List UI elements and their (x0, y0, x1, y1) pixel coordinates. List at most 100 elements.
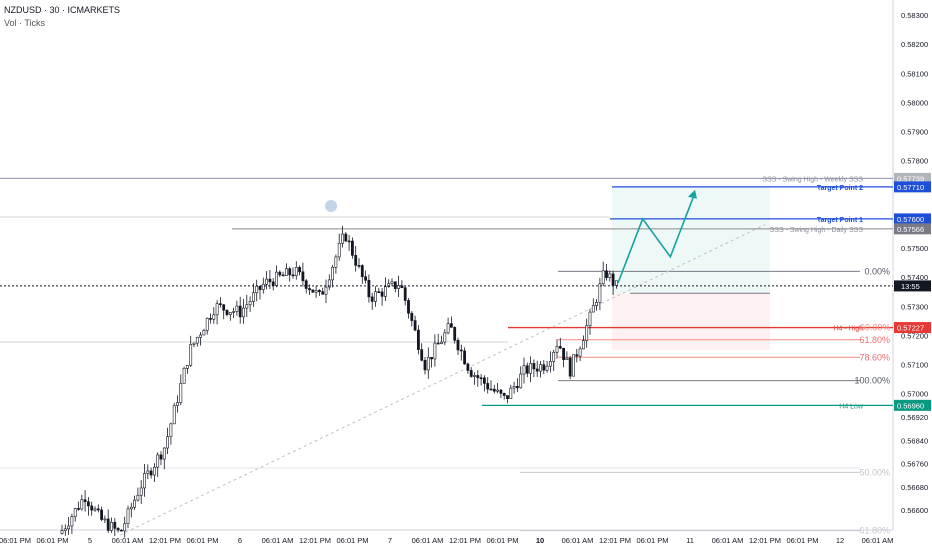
candle-body (331, 266, 335, 281)
candle-body (337, 242, 341, 258)
current-price-label: 13:55 (901, 282, 920, 291)
x-tick-label: 06:01 PM (186, 536, 218, 545)
candle-body (532, 363, 536, 370)
y-tick-label: 0.56840 (901, 436, 928, 445)
candle-body (397, 285, 401, 289)
candle-body (275, 271, 278, 286)
candle-body (265, 278, 269, 285)
candle-body (80, 499, 84, 510)
candle-body (327, 279, 331, 288)
fib-label: 61.80% (859, 526, 890, 536)
candle-body (268, 278, 272, 283)
candle-body (383, 286, 387, 297)
candle-body (284, 268, 288, 276)
candle-body (146, 470, 150, 474)
candle-body (605, 270, 608, 278)
candle-body (169, 423, 173, 437)
candle-body (225, 309, 229, 315)
candle-body (219, 303, 222, 306)
candle-body (87, 501, 90, 507)
candle-body (261, 283, 265, 290)
candle-body (291, 274, 295, 277)
candle-body (456, 339, 460, 351)
level-label: Target Point 1 (817, 217, 863, 224)
fib-label: 0.00% (864, 266, 890, 276)
candle-body (416, 329, 420, 350)
candle-body (370, 296, 374, 302)
candle-body (192, 342, 196, 345)
candle-body (129, 506, 133, 510)
candle-body (578, 348, 582, 357)
fib-label: 78.60% (859, 352, 890, 362)
candle-body (387, 283, 391, 288)
x-tick-label: 06:01 AM (412, 536, 444, 545)
candle-body (166, 436, 170, 449)
level-price-label: 0.57566 (897, 225, 924, 234)
candle-body (525, 365, 529, 374)
fib-label: 100.00% (854, 376, 890, 386)
candle-body (555, 346, 559, 353)
level-price-tag (894, 399, 931, 411)
level-price-tag (894, 181, 931, 193)
x-tick-label: 12:01 PM (749, 536, 781, 545)
candle-body (390, 281, 394, 285)
candle-body (199, 334, 203, 338)
candle-body (581, 340, 585, 350)
y-tick-label: 0.57300 (901, 302, 928, 311)
candle-body (515, 386, 519, 389)
candle-body (116, 528, 120, 531)
candle-body (103, 518, 107, 521)
candle-body (614, 280, 618, 286)
candle-body (202, 330, 206, 336)
candle-body (70, 516, 74, 527)
candle-body (598, 283, 602, 303)
candle-body (172, 405, 176, 425)
candle-body (492, 388, 496, 392)
candle-body (136, 494, 140, 501)
candle-body (281, 274, 285, 277)
candle-body (301, 271, 305, 282)
candle-body (235, 305, 239, 312)
x-tick-label: 06:01 AM (262, 536, 294, 545)
y-tick-label: 0.57500 (901, 244, 928, 253)
y-tick-label: 0.57100 (901, 361, 928, 370)
candle-body (288, 268, 292, 276)
candle-body (608, 273, 612, 278)
level-price-label: 0.56960 (897, 401, 924, 410)
candle-body (413, 320, 417, 331)
candle-body (153, 466, 156, 476)
x-tick-label: 06:01 AM (562, 536, 594, 545)
level-label: H4 Low (839, 403, 864, 410)
candle-body (176, 402, 179, 406)
candle-body (377, 291, 381, 294)
candle-body (486, 383, 490, 390)
x-tick-label: 12:01 PM (299, 536, 331, 545)
candle-body (113, 521, 117, 529)
candle-body (255, 285, 259, 294)
candle-body (463, 350, 467, 365)
candle-body (535, 368, 539, 372)
candle-body (195, 337, 199, 344)
candle-body (545, 365, 549, 371)
candle-body (63, 528, 67, 531)
y-tick-label: 0.56600 (901, 506, 928, 515)
candle-body (354, 255, 358, 266)
candle-body (568, 357, 572, 377)
candle-body (298, 267, 302, 273)
candle-body (304, 280, 308, 289)
candle-body (341, 233, 344, 244)
x-tick-label: 06:01 PM (336, 536, 368, 545)
projection-arrowhead (688, 189, 697, 199)
x-tick-label: 11 (686, 536, 694, 545)
candle-body (212, 314, 216, 320)
x-tick-label: 06:01 AM (862, 536, 894, 545)
level-price-label: 0.57600 (897, 215, 924, 224)
candle-body (420, 349, 424, 361)
candle-body (271, 281, 275, 286)
candle-body (364, 276, 368, 281)
candle-body (162, 447, 166, 460)
candle-body (73, 508, 77, 517)
level-price-tag (894, 322, 931, 334)
